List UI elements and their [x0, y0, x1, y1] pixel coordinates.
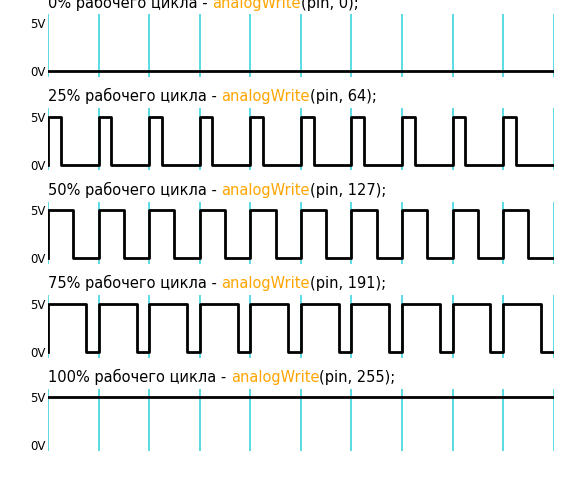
Text: analogWrite: analogWrite	[221, 183, 310, 198]
Text: 100% рабочего цикла -: 100% рабочего цикла -	[48, 369, 231, 385]
Text: (pin, 127);: (pin, 127);	[310, 183, 386, 198]
Text: (pin, 64);: (pin, 64);	[310, 89, 377, 104]
Text: (pin, 255);: (pin, 255);	[319, 370, 396, 385]
Text: analogWrite: analogWrite	[231, 370, 319, 385]
Text: analogWrite: analogWrite	[221, 276, 310, 291]
Text: 0% рабочего цикла -: 0% рабочего цикла -	[48, 0, 212, 11]
Text: (pin, 0);: (pin, 0);	[301, 0, 359, 11]
Text: 50% рабочего цикла -: 50% рабочего цикла -	[48, 181, 221, 198]
Text: (pin, 191);: (pin, 191);	[310, 276, 386, 291]
Text: analogWrite: analogWrite	[221, 89, 310, 104]
Text: 25% рабочего цикла -: 25% рабочего цикла -	[48, 88, 221, 104]
Text: analogWrite: analogWrite	[212, 0, 301, 11]
Text: 75% рабочего цикла -: 75% рабочего цикла -	[48, 275, 221, 291]
